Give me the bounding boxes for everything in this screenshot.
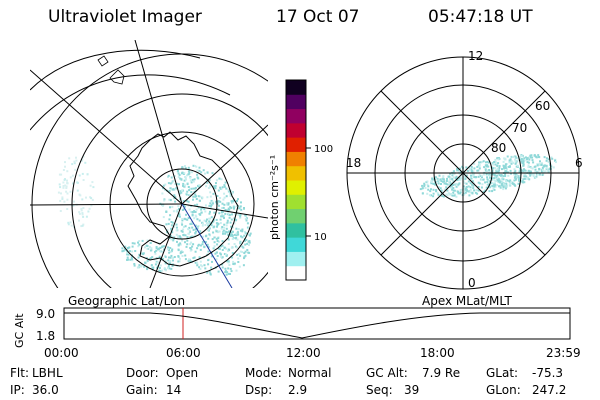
status-flt-key: Flt: <box>10 366 29 380</box>
colorbar-block <box>286 165 306 181</box>
polar-lat-label-80: 80 <box>491 141 506 155</box>
geo-map <box>30 40 268 288</box>
status-seq-key: Seq: <box>366 383 393 397</box>
status-glat-key: GLat: <box>486 366 519 380</box>
colorbar-block <box>286 194 306 210</box>
altitude-ylabel: GC Alt <box>13 313 26 348</box>
status-mode-key: Mode: <box>245 366 282 380</box>
polar-lat-label-60: 60 <box>535 99 550 113</box>
colorbar-block <box>286 222 306 238</box>
colorbar-block <box>286 251 306 267</box>
status-gcalt-value: 7.9 Re <box>422 366 461 380</box>
status-gain-value: 14 <box>166 383 182 397</box>
polar-mlt-label-0: 0 <box>468 276 476 290</box>
date-label: 17 Oct 07 <box>276 7 360 27</box>
status-ip-key: IP: <box>10 383 25 397</box>
colorbar-block <box>286 208 306 224</box>
altitude-xtick-0600: 06:00 <box>166 346 201 360</box>
status-glon-value: 247.2 <box>532 383 567 397</box>
altitude-xtick-2359: 23:59 <box>546 346 581 360</box>
status-glat-value: -75.3 <box>532 366 564 380</box>
status-gain-key: Gain: <box>126 383 158 397</box>
status-seq-value: 39 <box>404 383 420 397</box>
altitude-plot: Geographic Lat/Lon Apex MLat/MLT GC Alt … <box>13 294 581 360</box>
colorbar-block <box>286 80 306 95</box>
polar-mlt-label-6: 6 <box>575 156 583 170</box>
polar-mlt-label-12: 12 <box>468 49 483 63</box>
status-mode-value: Normal <box>288 366 332 380</box>
status-gcalt-key: GC Alt: <box>366 366 408 380</box>
colorbar-block <box>286 180 306 195</box>
altitude-xtick-1800: 18:00 <box>420 346 455 360</box>
polar-map <box>346 56 580 290</box>
status-dsp-key: Dsp: <box>245 383 273 397</box>
colorbar-block <box>286 122 306 138</box>
time-label: 05:47:18 UT <box>428 7 533 27</box>
status-glon-key: GLon: <box>486 383 521 397</box>
colorbar-unit-label: photon cm⁻²s⁻¹ <box>268 155 281 240</box>
altitude-xtick-0000: 00:00 <box>44 346 79 360</box>
colorbar: 100 10 photon cm⁻²s⁻¹ <box>268 79 333 281</box>
status-flt-value: LBHL <box>32 366 63 380</box>
colorbar-block <box>286 151 306 167</box>
polar-lat-label-70: 70 <box>512 121 527 135</box>
altitude-xtick-1200: 12:00 <box>286 346 321 360</box>
status-ip-value: 36.0 <box>32 383 59 397</box>
altitude-ytick-9: 9.0 <box>36 307 55 321</box>
polar-map-label: Apex MLat/MLT <box>422 294 512 308</box>
colorbar-block <box>286 237 306 252</box>
altitude-ytick-1.8: 1.8 <box>36 329 55 343</box>
colorbar-tick-10: 10 <box>314 232 327 243</box>
coastline <box>127 131 239 267</box>
colorbar-block <box>286 94 306 110</box>
instrument-title: Ultraviolet Imager <box>48 7 202 27</box>
status-door-value: Open <box>166 366 199 380</box>
geo-aurora <box>57 155 252 276</box>
status-door-key: Door: <box>126 366 159 380</box>
geo-map-label: Geographic Lat/Lon <box>68 294 185 308</box>
altitude-curve <box>64 312 570 339</box>
colorbar-block <box>286 137 306 152</box>
status-dsp-value: 2.9 <box>288 383 308 397</box>
colorbar-block <box>286 265 306 281</box>
colorbar-tick-100: 100 <box>314 144 333 155</box>
polar-mlt-label-18: 18 <box>346 156 361 170</box>
colorbar-block <box>286 108 306 124</box>
